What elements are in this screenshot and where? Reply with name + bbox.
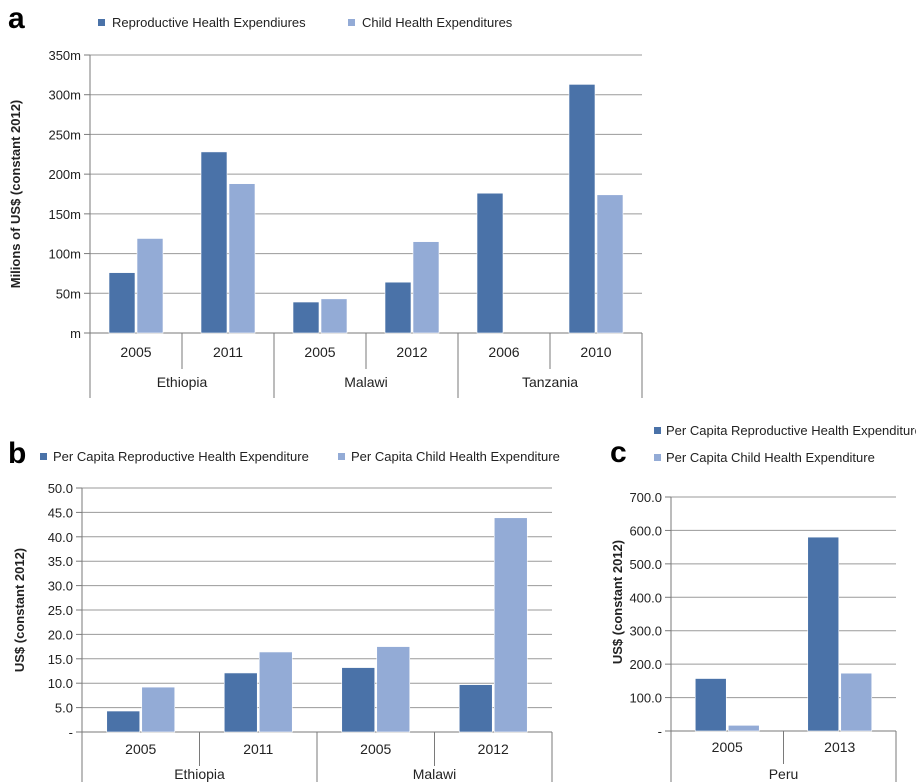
bar-child (727, 725, 760, 732)
panel-letter: b (8, 437, 26, 470)
x-category-label: 2006 (488, 344, 519, 360)
bar-child (412, 241, 440, 334)
bar-reproductive (458, 684, 493, 733)
bar-child (596, 194, 624, 334)
x-category-label: 2005 (125, 741, 156, 757)
y-tick-label: 10.0 (48, 676, 73, 691)
bar-reproductive (807, 536, 840, 732)
y-tick-label: 200.0 (629, 657, 662, 672)
y-tick-label: 30.0 (48, 579, 73, 594)
x-category-label: 2010 (580, 344, 611, 360)
legend-swatch (348, 19, 355, 26)
legend-swatch (40, 453, 47, 460)
y-tick-label: 25.0 (48, 603, 73, 618)
legend-entry: Per Capita Child Health Expenditure (666, 450, 875, 465)
bar-child (840, 672, 873, 732)
bar-reproductive (341, 667, 376, 733)
bar-child (376, 646, 411, 733)
y-tick-label: 400.0 (629, 590, 662, 605)
y-axis-label: Milions of US$ (constant 2012) (8, 100, 23, 289)
y-tick-label: 200m (48, 167, 81, 182)
x-category-label: 2012 (478, 741, 509, 757)
y-tick-label: m (70, 326, 81, 341)
x-category-label: 2005 (120, 344, 151, 360)
bar-child (136, 238, 164, 334)
x-category-label: 2011 (213, 344, 243, 360)
bar-reproductive (108, 272, 136, 334)
panel-letter: c (610, 436, 627, 469)
bar-child (493, 517, 528, 733)
y-axis-label: US$ (constant 2012) (610, 540, 625, 664)
y-tick-label: 100m (48, 247, 81, 262)
legend-entry: Reproductive Health Expendiures (112, 15, 306, 30)
y-tick-label: 35.0 (48, 554, 73, 569)
y-tick-label: 40.0 (48, 530, 73, 545)
x-category-label: 2013 (824, 739, 855, 755)
bar-reproductive (476, 192, 504, 334)
y-tick-label: 500.0 (629, 557, 662, 572)
bar-child (320, 298, 348, 334)
bar-reproductive (106, 710, 141, 733)
legend-swatch (654, 454, 661, 461)
y-tick-label: - (69, 725, 73, 740)
y-tick-label: 100.0 (629, 691, 662, 706)
x-group-label: Peru (769, 766, 799, 782)
y-tick-label: 350m (48, 48, 81, 63)
y-tick-label: 250m (48, 127, 81, 142)
x-category-label: 2005 (360, 741, 391, 757)
bar-child (141, 686, 176, 733)
x-category-label: 2012 (396, 344, 427, 360)
y-tick-label: 45.0 (48, 505, 73, 520)
x-category-label: 2011 (243, 741, 273, 757)
bar-child (258, 651, 293, 733)
x-group-label: Malawi (413, 766, 457, 782)
legend-entry: Per Capita Reproductive Health Expenditu… (666, 423, 916, 438)
legend-swatch (654, 427, 661, 434)
bar-reproductive (694, 678, 727, 732)
x-group-label: Ethiopia (157, 374, 208, 390)
x-group-label: Ethiopia (174, 766, 225, 782)
bar-reproductive (200, 151, 228, 334)
legend-swatch (98, 19, 105, 26)
y-tick-label: 150m (48, 207, 81, 222)
y-tick-label: 300.0 (629, 624, 662, 639)
y-tick-label: 5.0 (55, 701, 73, 716)
y-tick-label: 50m (56, 286, 81, 301)
legend-entry: Per Capita Reproductive Health Expenditu… (53, 449, 309, 464)
y-tick-label: 700.0 (629, 490, 662, 505)
y-tick-label: 50.0 (48, 481, 73, 496)
x-group-label: Malawi (344, 374, 388, 390)
chart-panel-a: a Reproductive Health Expendiures Child He… (8, 2, 643, 398)
bar-reproductive (568, 84, 596, 334)
bar-reproductive (292, 301, 320, 334)
y-tick-label: 20.0 (48, 627, 73, 642)
y-tick-label: 300m (48, 88, 81, 103)
x-category-label: 2005 (304, 344, 335, 360)
y-tick-label: - (658, 724, 662, 739)
x-group-label: Tanzania (522, 374, 578, 390)
legend-swatch (338, 453, 345, 460)
y-axis-label: US$ (constant 2012) (12, 548, 27, 672)
y-tick-label: 15.0 (48, 652, 73, 667)
chart-panel-c: c Per Capita Reproductive Health Expendit… (610, 423, 916, 782)
panel-letter: a (8, 2, 25, 35)
y-tick-label: 600.0 (629, 523, 662, 538)
bar-reproductive (384, 281, 412, 334)
legend-entry: Child Health Expenditures (362, 15, 513, 30)
chart-panel-b: b Per Capita Reproductive Health Expendit… (8, 437, 560, 782)
bar-child (228, 183, 256, 334)
x-category-label: 2005 (712, 739, 743, 755)
bar-reproductive (223, 672, 258, 733)
legend-entry: Per Capita Child Health Expenditure (351, 449, 560, 464)
